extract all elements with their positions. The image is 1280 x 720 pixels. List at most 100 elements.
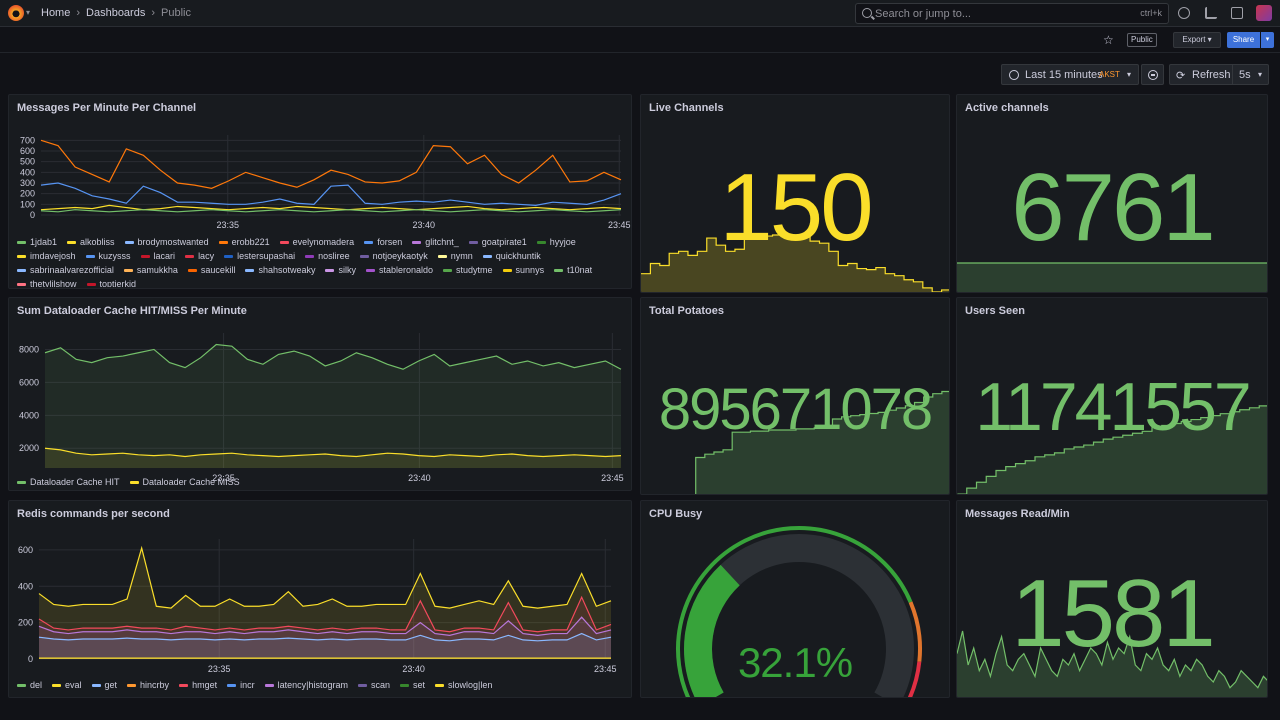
legend-item[interactable]: studytme [443, 265, 493, 275]
breadcrumb-separator-icon: › [76, 7, 81, 19]
export-button[interactable]: Export ▾ [1173, 32, 1221, 48]
search-placeholder: Search or jump to... [875, 8, 971, 20]
panel-live-channels[interactable]: Live Channels 150 [640, 94, 950, 293]
x-tick-label: 23:45 [594, 664, 617, 674]
legend-swatch [17, 240, 26, 244]
help-icon[interactable] [1178, 7, 1190, 19]
panel-title: Redis commands per second [17, 508, 170, 520]
legend-item[interactable]: sunnys [502, 265, 544, 275]
legend-item[interactable]: lacari [140, 251, 175, 261]
legend-item[interactable]: samukkha [123, 265, 178, 275]
legend-item[interactable]: scan [357, 680, 390, 690]
panel-title: CPU Busy [649, 508, 703, 520]
panel-title: Sum Dataloader Cache HIT/MISS Per Minute [17, 305, 247, 317]
refresh-interval[interactable]: 5s [1239, 69, 1251, 81]
legend-item[interactable]: evelynomadera [279, 237, 354, 247]
legend-label: lacy [198, 251, 215, 261]
legend-item[interactable]: notjoeykaotyk [359, 251, 428, 261]
legend-item[interactable]: silky [325, 265, 356, 275]
legend-swatch [123, 268, 133, 272]
legend-item[interactable]: hmget [179, 680, 217, 690]
sparkline-area [957, 631, 1267, 697]
legend-item[interactable]: Dataloader Cache HIT [17, 477, 120, 487]
chevron-down-icon[interactable]: ▾ [26, 8, 31, 17]
breadcrumb-dashboards[interactable]: Dashboards [86, 7, 146, 19]
legend-item[interactable]: hyyjoe [536, 237, 576, 247]
legend-item[interactable]: lestersupashai [224, 251, 295, 261]
legend-swatch [399, 683, 409, 687]
legend-item[interactable]: latency|histogram [264, 680, 348, 690]
dashboard-toolbar [0, 27, 1280, 53]
panel-active-channels[interactable]: Active channels 6761 [956, 94, 1268, 293]
share-options-chevron-icon[interactable]: ▾ [1261, 32, 1274, 48]
timezone-badge: AKST [1099, 70, 1120, 79]
panel-messages-per-minute[interactable]: Messages Per Minute Per Channel 0 100 200 3… [8, 94, 632, 289]
share-button[interactable]: Share [1227, 32, 1260, 48]
legend-label: glitchnt_ [425, 237, 459, 247]
y-tick-label: 4000 [19, 410, 39, 420]
x-tick-label: 23:45 [601, 473, 624, 483]
legend-item[interactable]: nymn [437, 251, 473, 261]
refresh-icon: ⟳ [1176, 70, 1186, 82]
search-input[interactable]: Search or jump to... ctrl+k [855, 3, 1169, 24]
legend-label: erobb221 [231, 237, 270, 247]
legend-item[interactable]: t10nat [554, 265, 592, 275]
legend-item[interactable]: get [91, 680, 117, 690]
avatar[interactable] [1256, 5, 1272, 21]
legend-item[interactable]: alkobliss [67, 237, 115, 247]
star-icon[interactable]: ☆ [1103, 33, 1114, 47]
legend-item[interactable]: forsen [364, 237, 402, 247]
legend-item[interactable]: incr [227, 680, 255, 690]
panel-dataloader-cache[interactable]: Sum Dataloader Cache HIT/MISS Per Minute… [8, 297, 632, 491]
time-range-picker[interactable]: Last 15 minutes AKST ▾ [1001, 64, 1139, 85]
legend-item[interactable]: kuzysss [85, 251, 131, 261]
panel-title: Active channels [965, 102, 1049, 114]
breadcrumb-home[interactable]: Home [41, 7, 71, 19]
panel-cpu-busy[interactable]: CPU Busy 32.1% [640, 500, 950, 698]
legend-item[interactable]: 1jdab1 [17, 237, 57, 247]
legend-item[interactable]: lacy [185, 251, 214, 261]
legend-item[interactable]: hincrby [127, 680, 169, 690]
legend-item[interactable]: glitchnt_ [412, 237, 459, 247]
legend-item[interactable]: toptierkid [86, 279, 136, 287]
panel-messages-read[interactable]: Messages Read/Min 1581 [956, 500, 1268, 698]
y-tick-label: 100 [20, 199, 35, 209]
refresh-button[interactable]: ⟳ Refresh 5s ▾ [1169, 64, 1269, 85]
legend-label: saucekill [200, 265, 236, 275]
grafana-logo-icon[interactable] [8, 5, 24, 21]
panel-redis-commands[interactable]: Redis commands per second 0 200 400 600 23:3… [8, 500, 632, 698]
panel-total-potatoes[interactable]: Total Potatoes 895671078 [640, 297, 950, 495]
legend-item[interactable]: del [17, 680, 42, 690]
legend-item[interactable]: goatpirate1 [468, 237, 527, 247]
legend-item[interactable]: thetylilshow [17, 279, 77, 287]
y-tick-label: 6000 [19, 377, 39, 387]
legend-item[interactable]: erobb221 [218, 237, 270, 247]
news-icon[interactable] [1205, 7, 1217, 19]
legend-item[interactable]: eval [52, 680, 82, 690]
kiosk-icon[interactable] [1231, 7, 1243, 19]
series-line [44, 343, 622, 370]
legend-item[interactable]: shahsotweaky [245, 265, 315, 275]
legend-item[interactable]: nosliree [305, 251, 350, 261]
legend-item[interactable]: set [399, 680, 425, 690]
legend-item[interactable]: stableronaldo [365, 265, 433, 275]
chevron-down-icon[interactable]: ▾ [1258, 70, 1263, 79]
legend-label: sabrinaalvarezofficial [30, 265, 114, 275]
legend-label: nymn [450, 251, 473, 261]
series-line [40, 182, 622, 207]
panel-users-seen[interactable]: Users Seen 11741557 [956, 297, 1268, 495]
legend-swatch [86, 282, 96, 286]
legend-label: shahsotweaky [258, 265, 316, 275]
legend-item[interactable]: sabrinaalvarezofficial [17, 265, 114, 275]
legend-item[interactable]: imdavejosh [17, 251, 76, 261]
y-tick-label: 0 [30, 210, 35, 220]
legend-item[interactable]: Dataloader Cache MISS [129, 477, 240, 487]
legend-item[interactable]: quickhuntik [482, 251, 541, 261]
legend-item[interactable]: slowlog|len [435, 680, 492, 690]
y-tick-label: 700 [20, 135, 35, 145]
legend-swatch [124, 240, 134, 244]
zoom-out-button[interactable] [1141, 64, 1164, 85]
legend-item[interactable]: saucekill [187, 265, 236, 275]
legend-item[interactable]: brodymostwanted [124, 237, 209, 247]
